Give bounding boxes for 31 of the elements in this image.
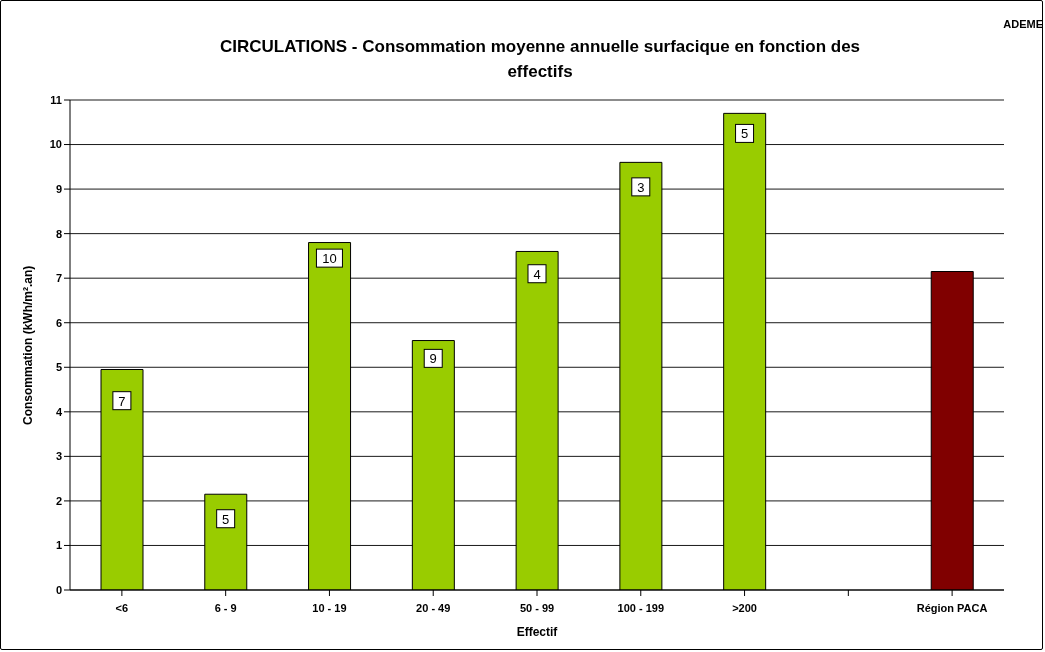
- x-tick-label: 100 - 199: [617, 601, 665, 614]
- y-tick-label: 1: [55, 539, 62, 552]
- y-tick-label: 4: [55, 405, 63, 418]
- x-tick-label: 10 - 19: [312, 601, 347, 614]
- annotation: 9: [429, 351, 437, 367]
- y-tick-label: 2: [55, 494, 62, 507]
- y-tick-label: 7: [55, 272, 62, 285]
- x-tick-label: 6 - 9: [214, 601, 237, 614]
- y-tick-label: 9: [55, 183, 62, 195]
- y-tick-label: 8: [55, 227, 62, 240]
- annotation: 5: [222, 511, 230, 527]
- annotation: 4: [533, 266, 541, 282]
- y-tick-label: 11: [50, 93, 62, 106]
- x-tick-label: 50 - 99: [519, 601, 555, 614]
- x-axis-title: Effectif: [516, 625, 559, 639]
- annotation: 7: [118, 393, 126, 409]
- y-axis-title: Consommation (kWh/m².an): [21, 265, 36, 425]
- y-tick-label: 6: [55, 316, 62, 329]
- y-tick-label: 3: [55, 450, 62, 463]
- y-tick-label: 0: [55, 583, 62, 596]
- chart-title: CIRCULATIONS - Consommation moyenne annuelle surfacique en fonction des effectifs: [218, 36, 862, 83]
- annotation: 5: [740, 126, 749, 142]
- x-tick-label: 20 - 49: [416, 601, 451, 614]
- annotation: 10: [322, 251, 337, 267]
- x-tick-label: <6: [115, 601, 129, 614]
- x-tick-label: >200: [732, 601, 757, 614]
- y-tick-label: 5: [55, 361, 62, 374]
- y-tick-label: 10: [49, 138, 62, 151]
- annotation: 3: [637, 179, 645, 195]
- text: ADEME: [1003, 18, 1043, 30]
- x-tick-label: Région PACA: [916, 601, 988, 614]
